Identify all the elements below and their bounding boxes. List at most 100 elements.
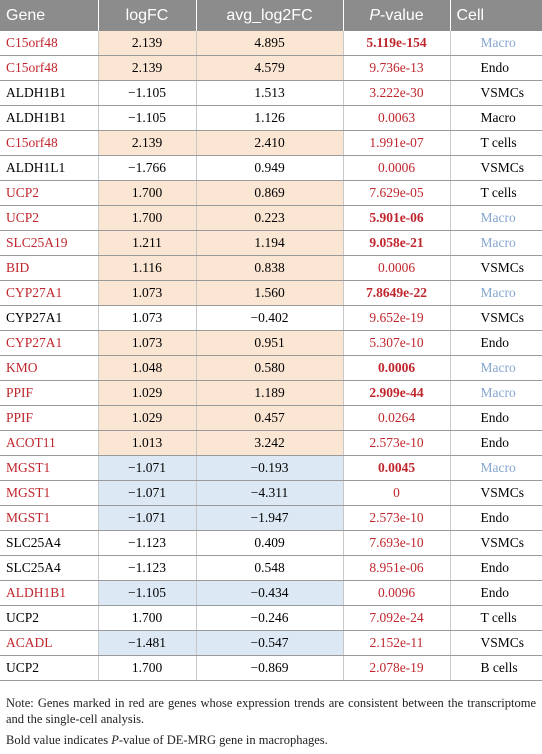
p-value-cell: 0.0006 bbox=[343, 355, 451, 381]
cell-type-cell: Endo bbox=[450, 405, 542, 431]
avg-log2fc-cell: −0.434 bbox=[196, 580, 344, 606]
cell-type-cell: Macro bbox=[450, 280, 542, 306]
table-row: ALDH1B1 −1.105 1.126 0.0063 Macro bbox=[0, 105, 542, 131]
cell-type-cell: T cells bbox=[450, 605, 542, 631]
column-header: Gene bbox=[0, 0, 99, 31]
logfc-cell: −1.105 bbox=[98, 105, 197, 131]
cell-type-cell: Macro bbox=[450, 205, 542, 231]
gene-cell: ALDH1B1 bbox=[0, 580, 99, 606]
table-row: C15orf48 2.139 2.410 1.991e-07 T cells bbox=[0, 130, 542, 156]
logfc-cell: 1.116 bbox=[98, 255, 197, 281]
cell-type-cell: VSMCs bbox=[450, 155, 542, 181]
gene-cell: C15orf48 bbox=[0, 55, 99, 81]
cell-type-cell: VSMCs bbox=[450, 480, 542, 506]
p-value-cell: 0.0006 bbox=[343, 155, 451, 181]
table-row: UCP2 1.700 0.223 5.901e-06 Macro bbox=[0, 205, 542, 231]
logfc-cell: 1.048 bbox=[98, 355, 197, 381]
p-value-cell: 5.307e-10 bbox=[343, 330, 451, 356]
table-row: ALDH1B1 −1.105 −0.434 0.0096 Endo bbox=[0, 580, 542, 606]
avg-log2fc-cell: −0.246 bbox=[196, 605, 344, 631]
cell-type-cell: Macro bbox=[450, 31, 542, 56]
p-value-cell: 5.901e-06 bbox=[343, 205, 451, 231]
p-value-cell: 1.991e-07 bbox=[343, 130, 451, 156]
gene-cell: PPIF bbox=[0, 380, 99, 406]
avg-log2fc-cell: −0.402 bbox=[196, 305, 344, 331]
table-row: MGST1 −1.071 −0.193 0.0045 Macro bbox=[0, 455, 542, 481]
avg-log2fc-cell: 1.189 bbox=[196, 380, 344, 406]
table-body: C15orf48 2.139 4.895 5.119e-154 Macro C15orf4… bbox=[0, 31, 542, 681]
p-value-cell: 3.222e-30 bbox=[343, 80, 451, 106]
p-value-cell: 7.092e-24 bbox=[343, 605, 451, 631]
table-row: SLC25A4 −1.123 0.548 8.951e-06 Endo bbox=[0, 555, 542, 581]
logfc-cell: 1.700 bbox=[98, 205, 197, 231]
gene-cell: C15orf48 bbox=[0, 130, 99, 156]
p-value-cell: 0.0264 bbox=[343, 405, 451, 431]
p-value-cell: 5.119e-154 bbox=[343, 31, 451, 56]
note-text: -value of DE-MRG gene in macrophages. bbox=[118, 733, 328, 747]
gene-cell: ALDH1B1 bbox=[0, 105, 99, 131]
avg-log2fc-cell: −0.869 bbox=[196, 655, 344, 681]
logfc-cell: 1.700 bbox=[98, 605, 197, 631]
note-italic: P bbox=[111, 733, 119, 747]
cell-type-cell: Endo bbox=[450, 580, 542, 606]
logfc-cell: 1.073 bbox=[98, 280, 197, 306]
cell-type-cell: Endo bbox=[450, 430, 542, 456]
p-value-cell: 2.078e-19 bbox=[343, 655, 451, 681]
logfc-cell: 2.139 bbox=[98, 130, 197, 156]
table-row: ALDH1L1 −1.766 0.949 0.0006 VSMCs bbox=[0, 155, 542, 181]
p-value-cell: 7.693e-10 bbox=[343, 530, 451, 556]
cell-type-cell: T cells bbox=[450, 180, 542, 206]
logfc-cell: 1.073 bbox=[98, 330, 197, 356]
p-value-cell: 2.573e-10 bbox=[343, 430, 451, 456]
cell-type-cell: Endo bbox=[450, 330, 542, 356]
logfc-cell: 1.029 bbox=[98, 405, 197, 431]
cell-type-cell: Macro bbox=[450, 230, 542, 256]
cell-type-cell: Macro bbox=[450, 455, 542, 481]
gene-cell: MGST1 bbox=[0, 480, 99, 506]
p-value-cell: 2.573e-10 bbox=[343, 505, 451, 531]
table-row: BID 1.116 0.838 0.0006 VSMCs bbox=[0, 255, 542, 281]
logfc-cell: −1.071 bbox=[98, 505, 197, 531]
gene-cell: KMO bbox=[0, 355, 99, 381]
logfc-cell: −1.071 bbox=[98, 455, 197, 481]
cell-type-cell: VSMCs bbox=[450, 305, 542, 331]
table-row: CYP27A1 1.073 −0.402 9.652e-19 VSMCs bbox=[0, 305, 542, 331]
logfc-cell: 1.700 bbox=[98, 180, 197, 206]
avg-log2fc-cell: −0.547 bbox=[196, 630, 344, 656]
table-row: ACADL −1.481 −0.547 2.152e-11 VSMCs bbox=[0, 630, 542, 656]
gene-cell: PPIF bbox=[0, 405, 99, 431]
table-row: C15orf48 2.139 4.579 9.736e-13 Endo bbox=[0, 55, 542, 81]
logfc-cell: −1.123 bbox=[98, 555, 197, 581]
table-row: C15orf48 2.139 4.895 5.119e-154 Macro bbox=[0, 31, 542, 56]
cell-type-cell: Macro bbox=[450, 380, 542, 406]
avg-log2fc-cell: 0.580 bbox=[196, 355, 344, 381]
gene-cell: ALDH1L1 bbox=[0, 155, 99, 181]
header-italic: P bbox=[369, 6, 381, 24]
p-value-cell: 0.0045 bbox=[343, 455, 451, 481]
data-table: Gene logFC avg_log2FC P-value Cell C15orf48 2… bbox=[0, 0, 542, 681]
avg-log2fc-cell: 0.457 bbox=[196, 405, 344, 431]
logfc-cell: 1.013 bbox=[98, 430, 197, 456]
logfc-cell: −1.105 bbox=[98, 80, 197, 106]
gene-cell: ALDH1B1 bbox=[0, 80, 99, 106]
cell-type-cell: Macro bbox=[450, 355, 542, 381]
cell-type-cell: VSMCs bbox=[450, 530, 542, 556]
cell-type-cell: VSMCs bbox=[450, 80, 542, 106]
avg-log2fc-cell: 4.895 bbox=[196, 31, 344, 56]
avg-log2fc-cell: 3.242 bbox=[196, 430, 344, 456]
gene-cell: MGST1 bbox=[0, 455, 99, 481]
avg-log2fc-cell: 4.579 bbox=[196, 55, 344, 81]
cell-type-cell: VSMCs bbox=[450, 255, 542, 281]
logfc-cell: −1.481 bbox=[98, 630, 197, 656]
gene-cell: UCP2 bbox=[0, 655, 99, 681]
gene-cell: UCP2 bbox=[0, 180, 99, 206]
cell-type-cell: T cells bbox=[450, 130, 542, 156]
avg-log2fc-cell: 1.513 bbox=[196, 80, 344, 106]
logfc-cell: 1.073 bbox=[98, 305, 197, 331]
gene-cell: CYP27A1 bbox=[0, 280, 99, 306]
logfc-cell: −1.071 bbox=[98, 480, 197, 506]
avg-log2fc-cell: 1.560 bbox=[196, 280, 344, 306]
table-row: ACOT11 1.013 3.242 2.573e-10 Endo bbox=[0, 430, 542, 456]
gene-cell: UCP2 bbox=[0, 205, 99, 231]
logfc-cell: 1.029 bbox=[98, 380, 197, 406]
